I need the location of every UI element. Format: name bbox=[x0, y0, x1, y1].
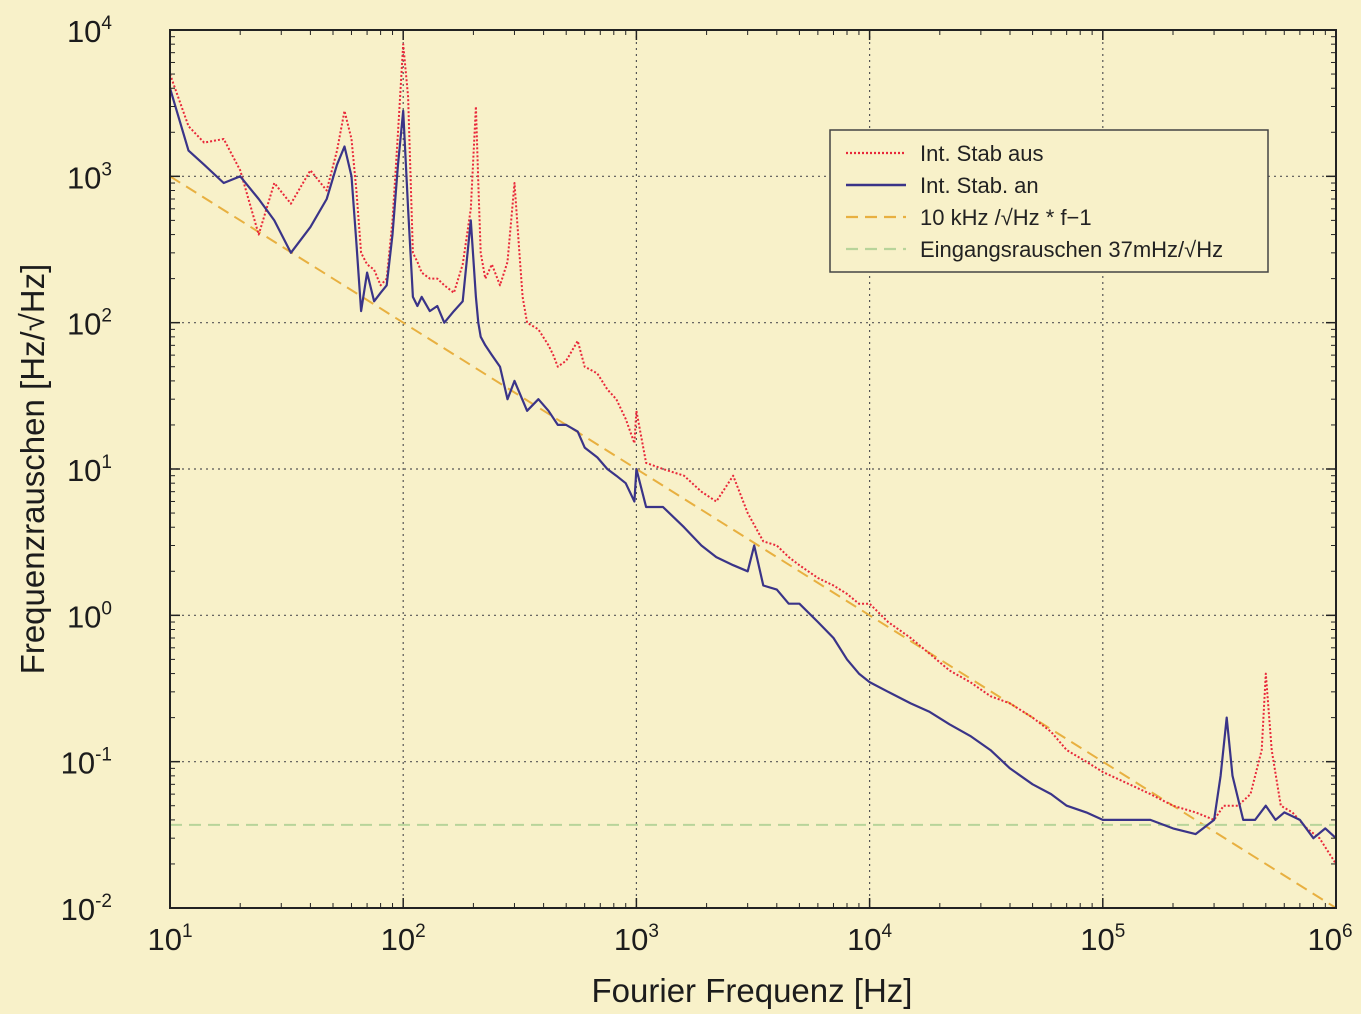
series-line-1 bbox=[168, 87, 1337, 840]
y-tick-label: 100 bbox=[67, 598, 112, 634]
tick-labels: 101 102 103 104 105 106 10-2 10-1 100 101 102 103 10… bbox=[61, 13, 1353, 957]
y-tick-label: 10-2 bbox=[61, 891, 112, 927]
x-tick-label: 106 bbox=[1307, 921, 1352, 957]
x-tick-label: 101 bbox=[147, 921, 192, 957]
y-tick-label: 101 bbox=[67, 452, 112, 488]
y-tick-label: 10-1 bbox=[61, 745, 112, 781]
legend-label-3: Eingangsrauschen 37mHz/√Hz bbox=[920, 237, 1223, 262]
legend-label-0: Int. Stab aus bbox=[920, 141, 1044, 166]
y-axis-label: Frequenzrauschen [Hz/√Hz] bbox=[14, 264, 51, 675]
y-tick-label: 103 bbox=[67, 159, 112, 195]
series-line-2 bbox=[169, 175, 1337, 909]
series-line-0 bbox=[169, 43, 1337, 865]
series-layer bbox=[168, 43, 1337, 909]
y-tick-label: 104 bbox=[67, 13, 112, 49]
legend: Int. Stab aus Int. Stab. an 10 kHz /√Hz * … bbox=[829, 129, 1269, 273]
legend-label-2: 10 kHz /√Hz * f−1 bbox=[920, 205, 1092, 230]
y-tick-label: 102 bbox=[67, 306, 112, 342]
x-tick-label: 104 bbox=[847, 921, 892, 957]
x-tick-label: 103 bbox=[614, 921, 659, 957]
legend-label-1: Int. Stab. an bbox=[920, 173, 1039, 198]
x-tick-label: 102 bbox=[381, 921, 426, 957]
x-tick-label: 105 bbox=[1080, 921, 1125, 957]
x-axis-label: Fourier Frequenz [Hz] bbox=[592, 972, 913, 1009]
ticks bbox=[169, 29, 1337, 909]
